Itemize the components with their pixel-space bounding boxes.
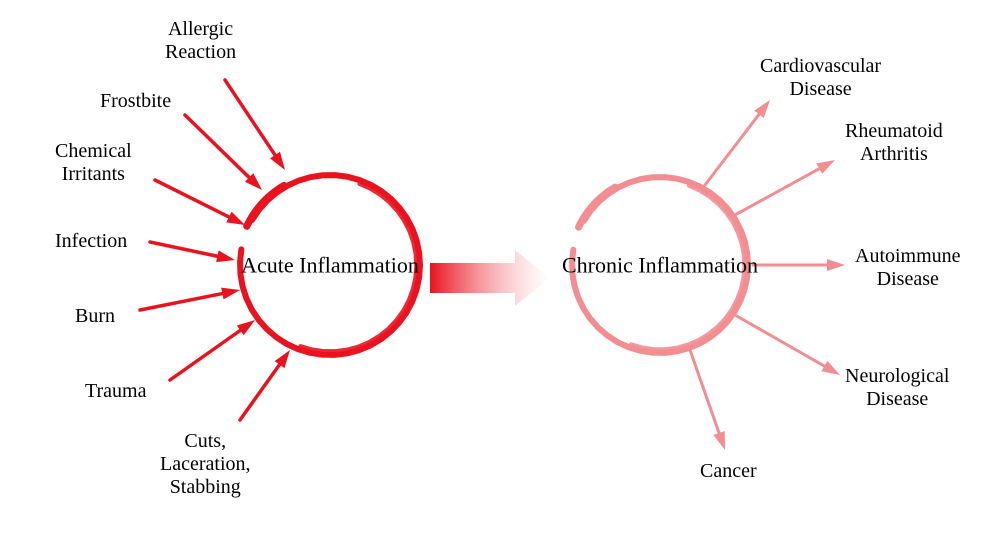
arrow [225,80,285,170]
arrow [150,242,235,262]
arrow [753,259,845,271]
label-trauma: Trauma [85,380,146,403]
diagram-stage: Acute Inflammation Chronic Inflammation … [0,0,1000,535]
chronic-node-label: Chronic Inflammation [562,252,758,277]
label-allergic: Allergic Reaction [165,18,236,64]
label-autoimm: Autoimmune Disease [855,245,961,291]
arrow [170,320,255,380]
label-neuro: Neurological Disease [845,365,949,411]
arrow [185,115,262,190]
label-cardio: Cardiovascular Disease [760,55,881,101]
arrow [140,288,240,310]
arrow [240,350,290,420]
label-infection: Infection [55,230,127,253]
label-frostbite: Frostbite [100,90,171,113]
label-rheum: Rheumatoid Arthritis [845,120,943,166]
center-arrow [430,250,550,306]
label-burn: Burn [75,305,115,328]
arrow [705,100,770,185]
label-cuts: Cuts, Laceration, Stabbing [160,430,251,499]
arrow [735,160,835,215]
arrow [155,180,245,225]
arrow [690,350,725,450]
acute-node-label: Acute Inflammation [241,252,419,277]
label-chemical: Chemical Irritants [55,140,132,186]
arrow [735,315,840,375]
label-cancer: Cancer [700,460,757,483]
